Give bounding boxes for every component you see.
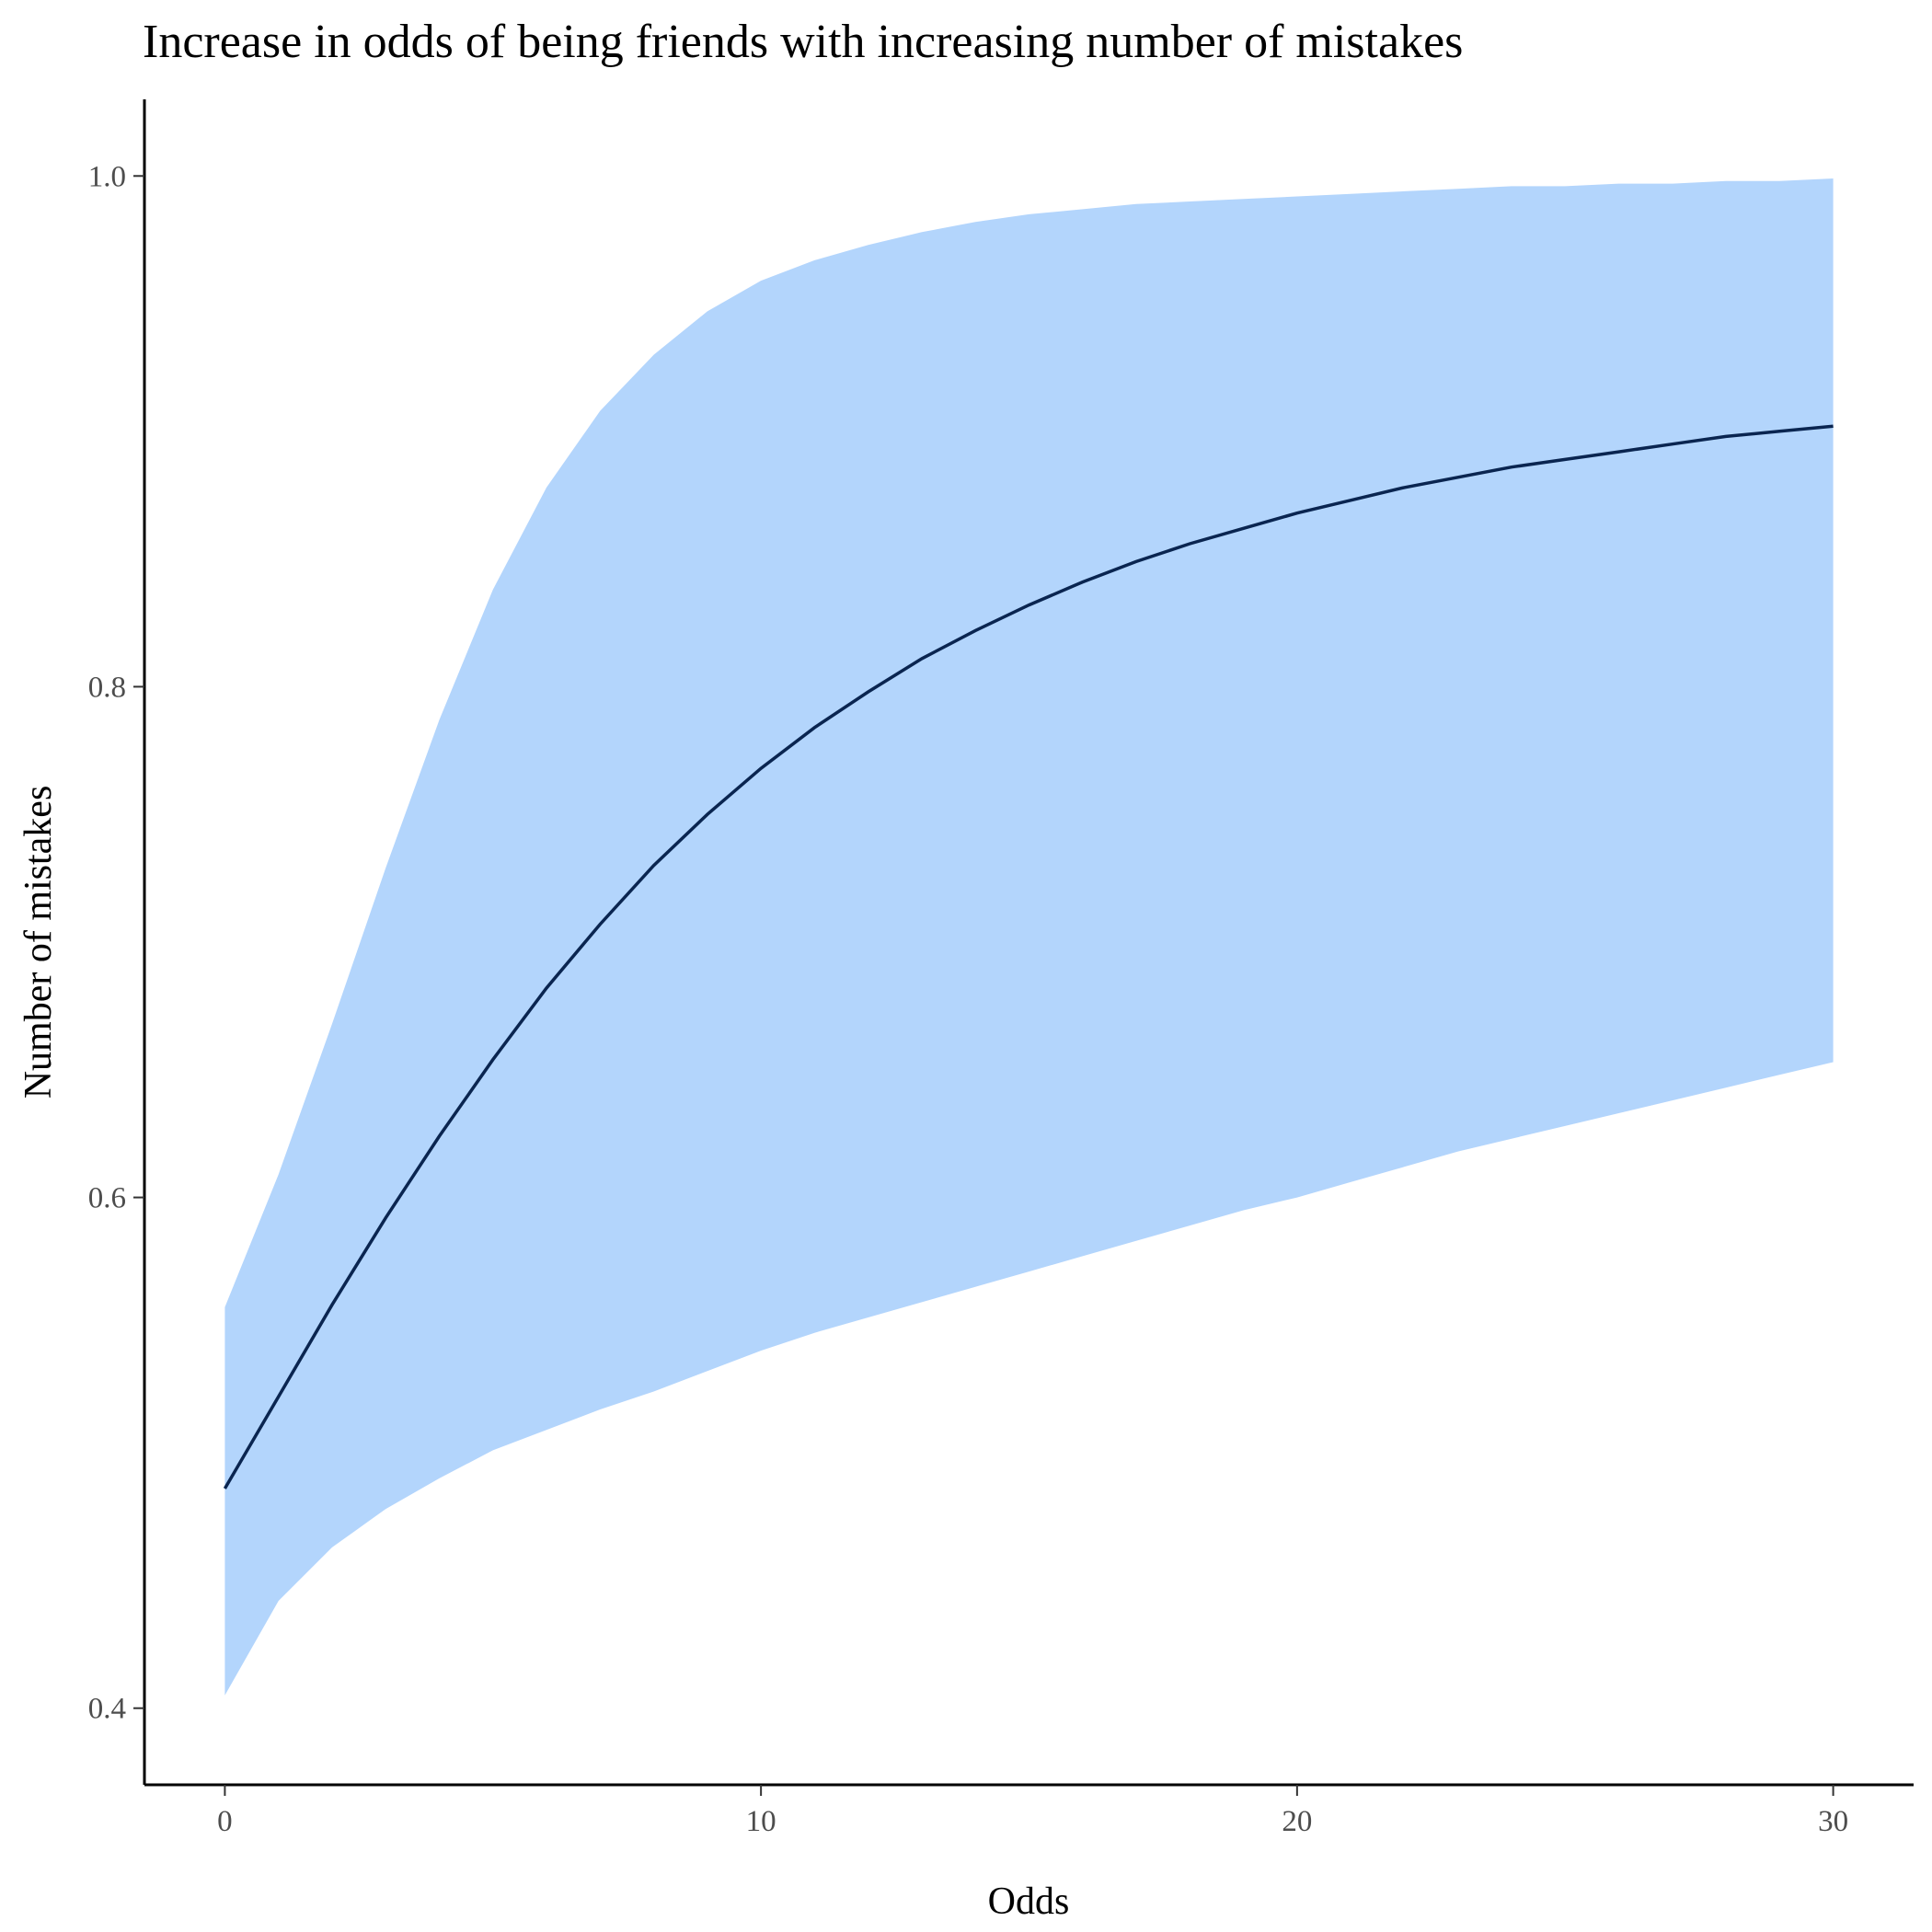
- y-tick-label: 0.4: [88, 1693, 126, 1726]
- y-axis-ticks: 0.4 0.6 0.8 1.0: [88, 160, 144, 1726]
- plot-area: [223, 178, 1834, 1696]
- x-tick-label: 10: [746, 1805, 776, 1838]
- chart-title: Increase in odds of being friends with i…: [143, 16, 1463, 68]
- y-tick-label: 0.8: [88, 671, 126, 704]
- x-axis-ticks: 0 10 20 30: [217, 1785, 1848, 1838]
- x-tick-label: 30: [1818, 1805, 1848, 1838]
- x-axis-title: Odds: [988, 1880, 1070, 1923]
- x-tick-label: 0: [217, 1805, 233, 1838]
- confidence-band: [224, 178, 1834, 1696]
- y-tick-label: 0.6: [88, 1182, 126, 1215]
- x-tick-label: 20: [1282, 1805, 1312, 1838]
- y-axis-title: Number of mistakes: [17, 786, 60, 1099]
- y-tick-label: 1.0: [88, 160, 126, 193]
- fitted-line: [223, 424, 1834, 1489]
